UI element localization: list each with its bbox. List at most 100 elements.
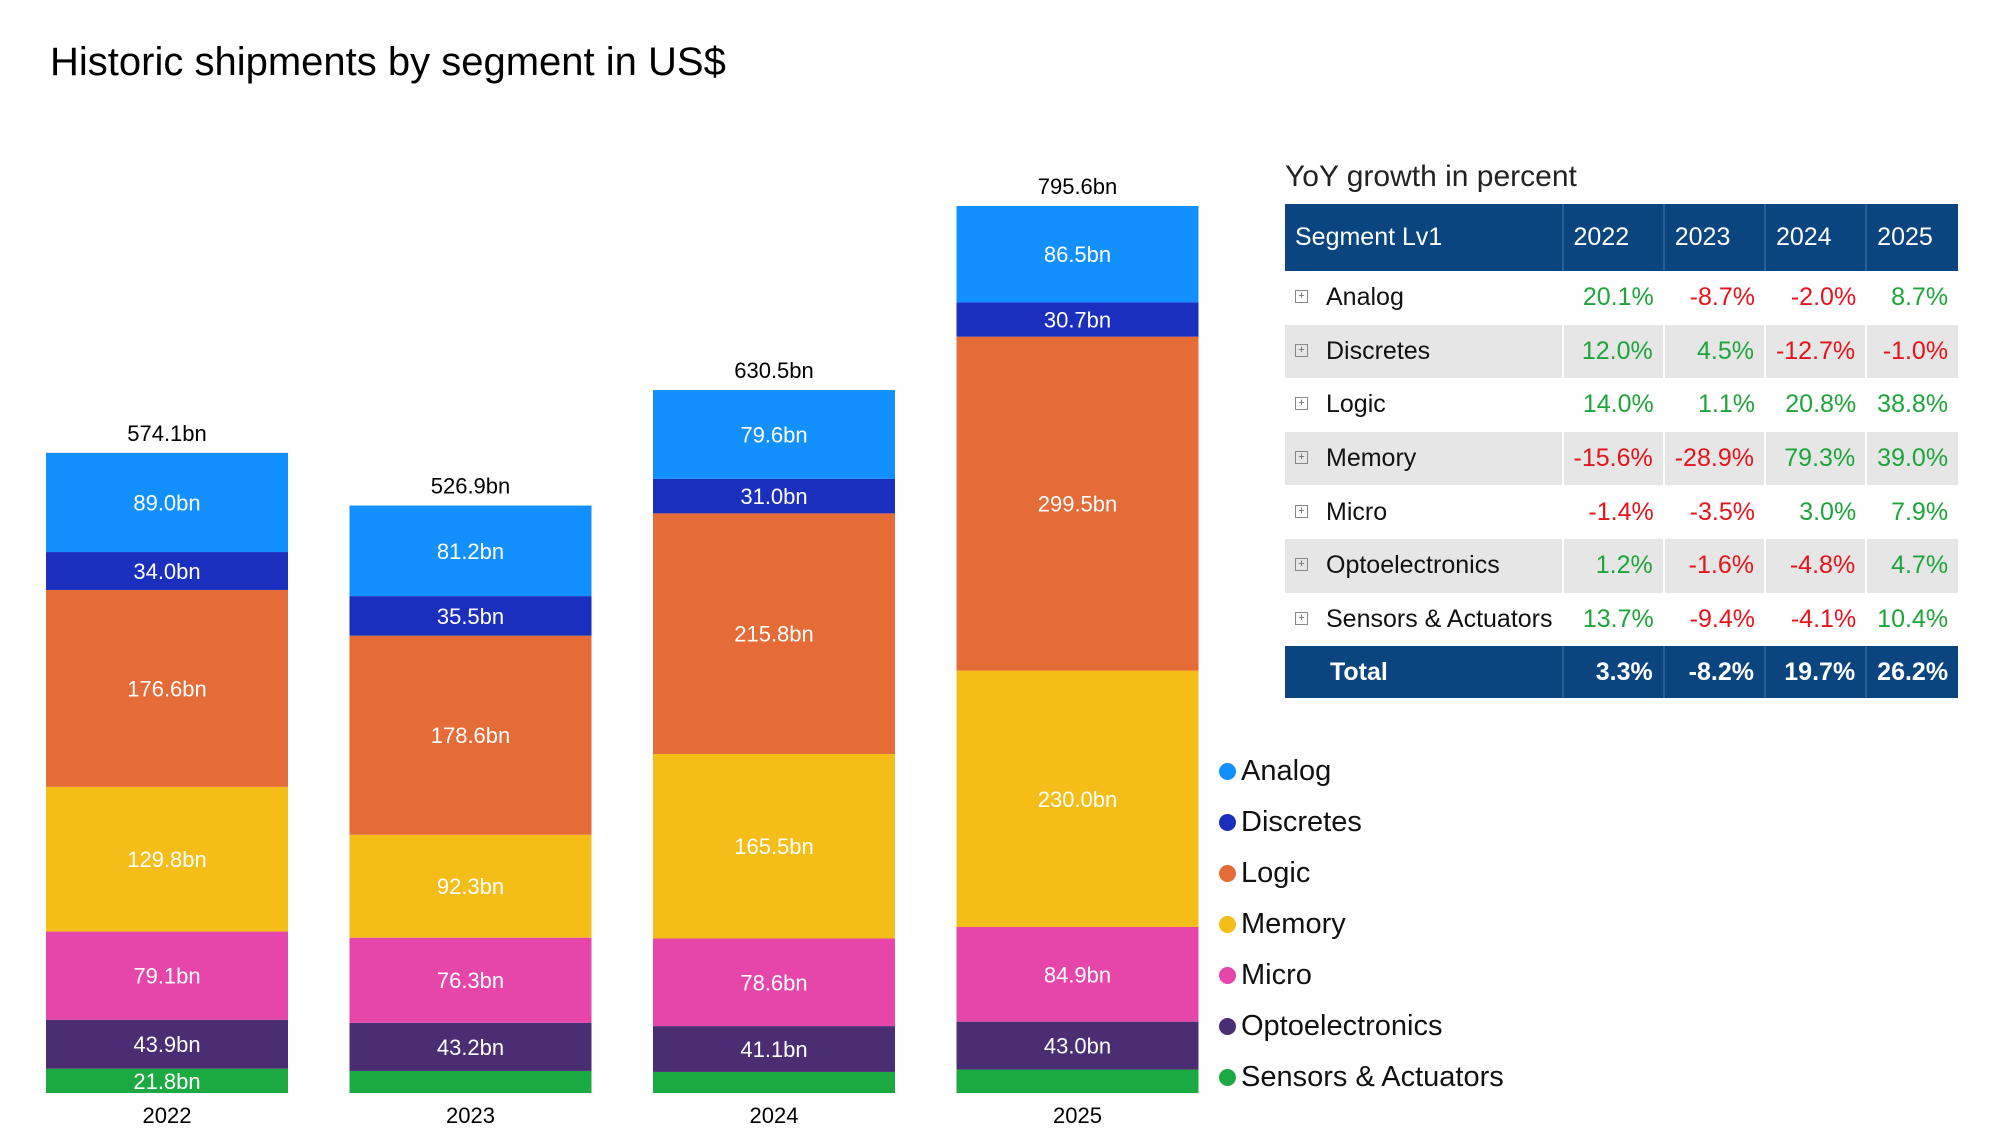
data-label: 92.3bn [437,874,504,899]
bar-segment-optoelectronics-2023 [349,1022,592,1071]
segment-cell: + Discretes [1285,324,1563,379]
growth-cell: 4.5% [1662,324,1765,379]
growth-cell: 20.8% [1785,390,1857,419]
data-label: 79.6bn [740,422,807,447]
data-label: 31.0bn [740,484,807,509]
bar-segment-sensors-actuators-2024 [653,1071,895,1093]
bar-segment-discretes-2025 [956,302,1199,337]
data-label: 79.1bn [133,964,200,989]
x-tick-label: 2023 [446,1103,495,1128]
total-label: 574.1bn [127,421,207,446]
table-row: + Sensors & Actuators 13.7% -9.4% -4.1% 10.4% [1285,593,1958,647]
bar-segment-optoelectronics-2025 [956,1021,1199,1070]
legend-item[interactable]: Sensors & Actuators [1219,1052,1504,1103]
expand-icon[interactable]: + [1295,611,1308,625]
segment-cell: + Analog [1285,271,1563,325]
legend-item[interactable]: Micro [1219,950,1504,1001]
legend-item[interactable]: Analog [1219,746,1504,797]
growth-cell: -15.6% [1561,431,1664,486]
bar-segment-analog-2022 [46,452,288,553]
data-label: 43.0bn [1044,1034,1111,1059]
header-2024: 2024 [1763,204,1867,271]
bar-segment-logic-2025 [956,336,1199,671]
growth-cell: 1.2% [1561,538,1664,593]
x-tick-label: 2024 [750,1103,799,1128]
header-2025: 2025 [1865,204,1959,271]
bar-segment-analog-2024 [653,390,895,479]
expand-icon[interactable]: + [1295,504,1308,518]
growth-cell: -1.0% [1865,324,1959,379]
segment-label: Analog [1326,283,1404,312]
bar-segment-sensors-actuators-2025 [956,1069,1199,1093]
growth-cell: 39.0% [1865,431,1959,486]
table-row: + Discretes 12.0% 4.5% -12.7% -1.0% [1285,324,1959,379]
expand-icon[interactable]: + [1295,343,1308,357]
bar-segment-micro-2024 [653,938,895,1027]
total-label: 526.9bn [431,474,511,499]
growth-cell: 14.0% [1582,390,1654,419]
bar-segment-micro-2022 [46,931,288,1020]
legend-dot-icon [1219,814,1236,831]
growth-cell: -12.7% [1763,324,1867,379]
data-label: 35.5bn [437,604,504,629]
stacked-bar-chart: 21.8bn 43.9bn 79.1bn 129.8bn 176.6bn 34.0bn 89… [46,174,1199,1128]
data-label: 230.0bn [1038,787,1118,812]
total-growth-cell: 3.3% [1561,646,1664,699]
legend-item[interactable]: Optoelectronics [1219,1001,1504,1052]
growth-cell: -1.4% [1588,497,1654,526]
bar-segment-memory-2023 [349,834,592,938]
expand-icon[interactable]: + [1295,290,1308,304]
segment-cell: + Micro [1285,485,1563,539]
segment-cell: + Memory [1285,431,1563,486]
legend-label: Optoelectronics [1241,1010,1443,1042]
table-row: + Logic 14.0% 1.1% 20.8% 38.8% [1285,378,1958,432]
data-label: 299.5bn [1038,492,1118,517]
growth-cell: 4.7% [1865,538,1959,593]
expand-icon[interactable]: + [1295,397,1308,411]
growth-cell: -28.9% [1662,431,1765,486]
segment-label: Micro [1326,497,1388,526]
legend-dot-icon [1219,865,1236,882]
segment-cell: + Sensors & Actuators [1285,593,1563,647]
data-label: 84.9bn [1044,962,1111,987]
header-2022: 2022 [1561,204,1664,271]
growth-cell: -4.8% [1763,538,1867,593]
segment-cell: + Logic [1285,378,1563,432]
legend-item[interactable]: Discretes [1219,797,1504,848]
table-title: YoY growth in percent [1285,160,1577,193]
segment-label: Sensors & Actuators [1326,604,1553,633]
data-label: 81.2bn [437,539,504,564]
legend: Analog Discretes Logic Memory Micro Optoelect… [1219,746,1504,1103]
bar-segment-micro-2023 [349,937,592,1023]
legend-dot-icon [1219,1018,1236,1035]
data-label: 165.5bn [734,834,814,859]
legend-item[interactable]: Memory [1219,899,1504,950]
segment-label: Memory [1326,444,1417,473]
expand-icon[interactable]: + [1295,558,1308,572]
bar-segment-memory-2024 [653,753,895,939]
legend-item[interactable]: Logic [1219,848,1504,899]
data-label: 41.1bn [740,1037,807,1062]
bar-segment-logic-2023 [349,635,592,835]
header-segment: Segment Lv1 [1285,204,1563,271]
growth-cell: -4.1% [1790,604,1857,633]
chart-title: Historic shipments by segment in US$ [50,40,726,84]
total-row: Total 3.3% -8.2% 19.7% 26.2% [1285,646,1959,699]
expand-icon[interactable]: + [1295,451,1308,465]
table-row: + Memory -15.6% -28.9% 79.3% 39.0% [1285,431,1959,486]
data-label: 34.0bn [133,559,200,584]
segment-label: Discretes [1326,336,1431,365]
legend-label: Analog [1241,755,1332,787]
legend-label: Sensors & Actuators [1241,1061,1504,1093]
data-label: 176.6bn [127,676,207,701]
growth-cell: 79.3% [1763,431,1867,486]
segment-cell: + Optoelectronics [1285,538,1563,593]
bar-segment-analog-2023 [349,505,592,597]
growth-cell: 3.0% [1799,497,1857,526]
data-label: 178.6bn [431,723,511,748]
legend-label: Discretes [1241,806,1362,838]
bar-segment-analog-2025 [956,206,1199,303]
data-label: 43.2bn [437,1035,504,1060]
bar-segment-micro-2025 [956,926,1199,1022]
header-2023: 2023 [1662,204,1765,271]
